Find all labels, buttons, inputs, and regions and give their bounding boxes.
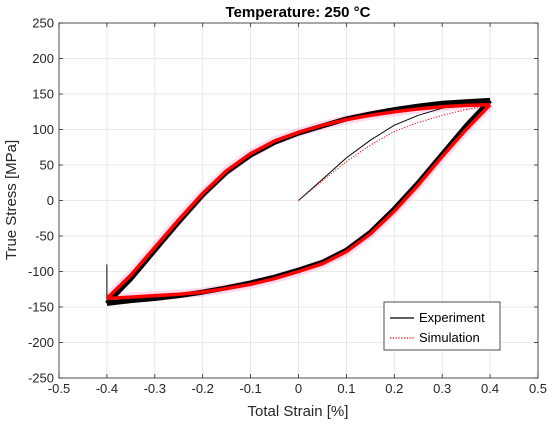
- tick-marks: [58, 22, 539, 379]
- y-tick-label: 150: [32, 87, 54, 102]
- simulation-lower-branch: [106, 103, 492, 301]
- x-tick-label: 0.3: [433, 381, 451, 396]
- y-tick-label: -150: [28, 300, 54, 315]
- y-tick-label: -100: [28, 264, 54, 279]
- simulation-upper-branch: [105, 102, 491, 300]
- legend-label-experiment: Experiment: [419, 310, 485, 325]
- x-tick-label: 0.1: [337, 381, 355, 396]
- x-axis-title: Total Strain [%]: [248, 403, 349, 420]
- x-tick-label: 0.2: [385, 381, 403, 396]
- y-tick-label: -200: [28, 335, 54, 350]
- y-tick-label: 200: [32, 51, 54, 66]
- y-tick-label: -250: [28, 371, 54, 386]
- x-tick-label: 0.4: [481, 381, 499, 396]
- legend-label-simulation: Simulation: [419, 330, 480, 345]
- series-layer: [103, 97, 494, 306]
- simulation-initial-loading: [298, 104, 491, 201]
- x-tick-label: -0.1: [239, 381, 261, 396]
- x-tick-label: -0.5: [48, 381, 70, 396]
- x-tick-label: -0.2: [191, 381, 213, 396]
- legend-box: [383, 301, 501, 351]
- chart-title: Temperature: 250 °C: [226, 4, 371, 21]
- y-tick-label: 0: [47, 193, 54, 208]
- y-axis-title: True Stress [MPa]: [3, 140, 20, 260]
- x-tick-label: -0.4: [96, 381, 118, 396]
- y-tick-label: 100: [32, 122, 54, 137]
- x-tick-label: 0: [295, 381, 302, 396]
- legend: Experiment Simulation: [383, 301, 501, 351]
- y-tick-label: 250: [32, 16, 54, 31]
- y-tick-label: -50: [35, 229, 54, 244]
- x-tick-label: 0.5: [529, 381, 547, 396]
- tick-labels: -0.5 -0.4 -0.3 -0.2 -0.1 0 0.1 0.2 0.3 0.4 0.5 -250…: [28, 16, 547, 397]
- x-tick-label: -0.3: [144, 381, 166, 396]
- y-tick-label: 50: [40, 158, 54, 173]
